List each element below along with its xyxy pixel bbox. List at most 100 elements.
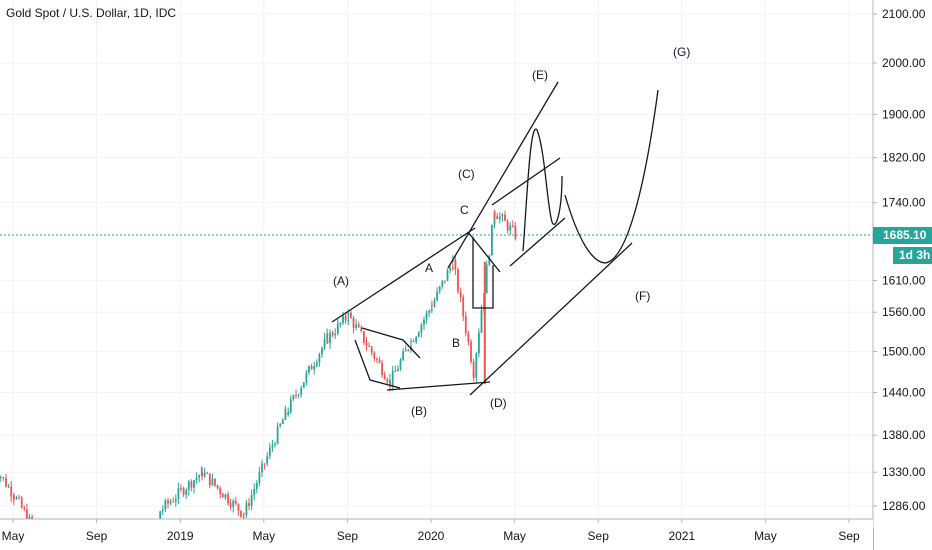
candle-body — [318, 354, 321, 363]
wave-label-f-major: (F) — [635, 289, 650, 303]
candle — [472, 365, 475, 382]
candle-body — [177, 488, 180, 499]
candle-body — [221, 493, 224, 498]
candle — [360, 325, 363, 333]
candle-body — [436, 291, 438, 301]
flag-lower-line — [509, 217, 566, 267]
candle-body — [368, 345, 370, 347]
candle-body — [420, 324, 423, 333]
candle-body — [491, 224, 493, 256]
candle — [441, 280, 444, 289]
candle-body — [391, 371, 394, 387]
candle — [509, 222, 512, 236]
candle-body — [245, 503, 248, 516]
candle-body — [250, 495, 253, 507]
candle-body — [287, 412, 290, 415]
candle-body — [423, 319, 425, 325]
wave-label-c-major: (C) — [458, 167, 475, 181]
candle — [237, 503, 240, 517]
candle-body — [297, 394, 300, 396]
candle-body — [410, 341, 412, 343]
candle — [321, 346, 323, 358]
candle — [308, 365, 310, 375]
projection-f-g-path — [564, 89, 659, 264]
candle-body — [258, 472, 261, 484]
candle-body — [334, 333, 337, 336]
time-tick-label: May — [754, 529, 777, 543]
candle — [410, 338, 412, 348]
candle-body — [472, 371, 475, 378]
price-tick-label: 1820.00 — [882, 151, 926, 165]
candle — [253, 483, 256, 501]
candle — [281, 417, 284, 425]
candle-body — [360, 327, 363, 332]
candle-body — [430, 308, 433, 311]
wave-label-b-major: (B) — [411, 404, 427, 418]
candle-body — [511, 225, 514, 227]
candle — [161, 505, 164, 516]
price-axis-background — [873, 0, 932, 528]
time-tick-label: May — [252, 529, 275, 543]
wave-label-c-minor: C — [460, 203, 469, 217]
candle-body — [242, 514, 245, 516]
time-tick-label: Sep — [838, 529, 860, 543]
candle — [446, 268, 449, 282]
candle-body — [271, 445, 274, 448]
candle-body — [357, 324, 360, 328]
price-tick-label: 2100.00 — [882, 7, 926, 21]
candle — [417, 330, 420, 338]
candle — [300, 385, 303, 398]
candle — [198, 474, 201, 483]
candle — [234, 496, 237, 506]
candle — [444, 280, 446, 284]
candle — [431, 300, 433, 307]
price-tick-label: 1500.00 — [882, 345, 926, 359]
time-axis[interactable]: May Sep 2019 May Sep 2020 May Sep 2021 May Sep — [0, 518, 873, 550]
candle-body — [195, 477, 198, 481]
candle — [229, 498, 232, 510]
candle — [268, 442, 271, 460]
candle — [284, 412, 287, 419]
candle — [279, 422, 282, 428]
candle — [355, 318, 357, 331]
candle — [404, 345, 407, 352]
candle-body — [446, 270, 449, 281]
candle — [180, 484, 182, 492]
candle — [201, 468, 203, 481]
trendline-c-e-upper — [447, 81, 559, 269]
candle-body — [190, 481, 193, 488]
candle-body — [313, 365, 316, 370]
candle — [167, 497, 169, 509]
candle-body — [216, 485, 219, 488]
candle-body — [276, 426, 279, 444]
candle — [297, 393, 300, 399]
candle-body — [161, 509, 164, 512]
candle — [274, 441, 276, 448]
wave-label-b-minor: B — [452, 336, 460, 350]
candle — [177, 482, 180, 505]
candle-body — [467, 332, 470, 342]
price-axis[interactable]: 2100.00 2000.00 1900.00 1820.00 1740.00 1610.… — [872, 0, 932, 528]
time-tick-label: Sep — [337, 529, 359, 543]
candle-body — [185, 490, 188, 495]
time-tick-label: May — [2, 529, 25, 543]
time-tick-label: 2021 — [668, 529, 695, 543]
candle — [464, 311, 467, 337]
candle — [415, 335, 418, 345]
candle — [433, 297, 436, 308]
candle-body — [425, 312, 428, 320]
candle — [365, 337, 368, 351]
candle-body — [399, 360, 402, 370]
candle-body — [336, 323, 339, 334]
candle — [169, 498, 172, 506]
axis-corner — [873, 528, 932, 550]
candle-body — [198, 475, 201, 478]
candle — [287, 407, 290, 417]
candle — [208, 473, 211, 489]
price-tick-label: 2000.00 — [882, 56, 926, 70]
trendline-a-c-upper — [331, 227, 476, 323]
time-axis-background — [0, 519, 873, 550]
candle-body — [347, 312, 350, 316]
